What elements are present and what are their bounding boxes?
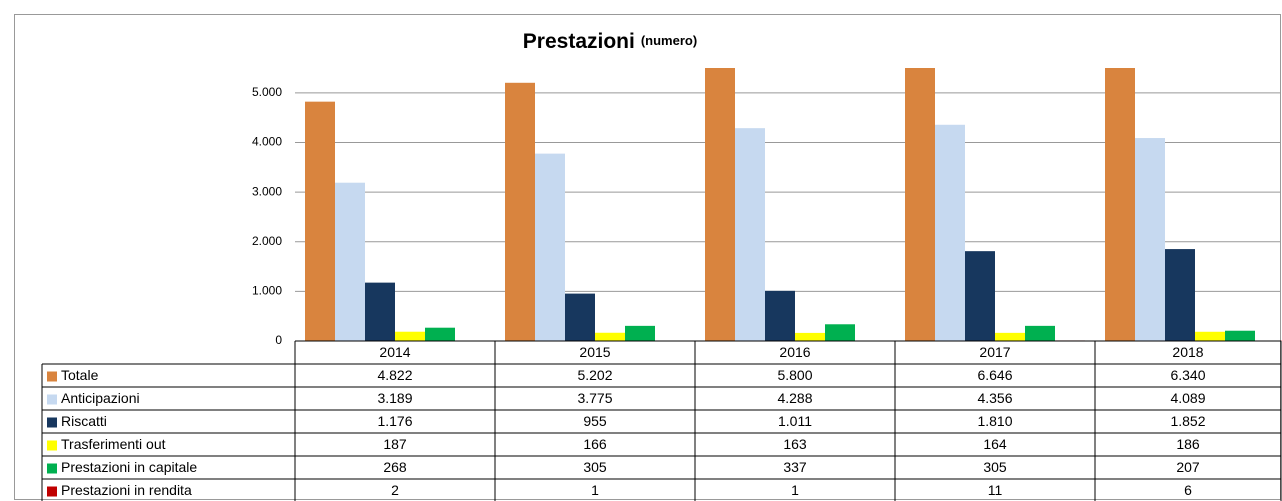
table-value: 6.646 (977, 367, 1012, 383)
table-value: 4.356 (977, 390, 1012, 406)
table-value: 337 (783, 459, 807, 475)
bar (565, 293, 595, 341)
table-value: 955 (583, 413, 607, 429)
table-value: 1 (591, 482, 599, 498)
chart-title-group: Prestazioni (numero) (523, 30, 697, 53)
legend-label: Totale (61, 367, 99, 383)
table-value: 1.852 (1170, 413, 1205, 429)
table-value: 164 (983, 436, 1007, 452)
bar (305, 101, 335, 341)
legend-swatch (47, 417, 57, 428)
table-value: 4.089 (1170, 390, 1205, 406)
bar (1225, 330, 1255, 341)
bar (935, 124, 965, 341)
bar (625, 325, 655, 341)
x-tick-label: 2018 (1172, 344, 1203, 360)
legend-label: Riscatti (61, 413, 107, 429)
chart-title: Prestazioni (523, 30, 635, 53)
chart-border (14, 14, 1281, 500)
bar (505, 82, 535, 342)
table-value: 4.822 (377, 367, 412, 383)
table-value: 166 (583, 436, 607, 452)
table-value: 4.288 (777, 390, 812, 406)
bar (1135, 138, 1165, 341)
bar (365, 282, 395, 341)
legend-swatch (47, 394, 57, 405)
bar (335, 182, 365, 341)
table-value: 1.176 (377, 413, 412, 429)
table-value: 268 (383, 459, 407, 475)
x-tick-label: 2016 (779, 344, 810, 360)
table-value: 1.011 (778, 413, 812, 429)
table-value: 305 (983, 459, 1007, 475)
x-tick-label: 2014 (379, 344, 410, 360)
bar (1195, 331, 1225, 341)
bar (965, 251, 995, 341)
table-value: 5.800 (777, 367, 812, 383)
legend-label: Trasferimenti out (61, 436, 166, 452)
bar (825, 324, 855, 341)
bar (735, 128, 765, 341)
legend-swatch (47, 463, 57, 474)
bar (395, 331, 425, 341)
table-value: 6.340 (1170, 367, 1205, 383)
table-value: 6 (1184, 482, 1192, 498)
bar (595, 332, 625, 341)
table-value: 2 (391, 482, 399, 498)
y-tick-label: 2.000 (252, 234, 282, 248)
bar (905, 68, 935, 341)
table-value: 3.189 (377, 390, 412, 406)
legend-label: Prestazioni in capitale (61, 459, 197, 475)
table-value: 163 (783, 436, 807, 452)
legend-swatch (47, 371, 57, 382)
table-value: 11 (988, 482, 1003, 498)
y-tick-label: 3.000 (252, 184, 282, 198)
table-value: 1 (791, 482, 799, 498)
legend-label: Anticipazioni (61, 390, 140, 406)
bar (765, 290, 795, 341)
x-tick-label: 2017 (979, 344, 1010, 360)
y-tick-label: 0 (275, 333, 282, 347)
y-tick-label: 1.000 (252, 284, 282, 298)
y-tick-label: 4.000 (252, 135, 282, 149)
legend-label: Prestazioni in rendita (61, 482, 192, 498)
bar (1025, 325, 1055, 341)
bar (995, 332, 1025, 341)
table-value: 186 (1176, 436, 1200, 452)
x-tick-label: 2015 (579, 344, 610, 360)
legend-swatch (47, 440, 57, 451)
table-value: 187 (383, 436, 407, 452)
chart-subtitle: (numero) (641, 33, 697, 48)
bar (1165, 249, 1195, 341)
table-value: 3.775 (577, 390, 612, 406)
table-value: 305 (583, 459, 607, 475)
table-value: 1.810 (977, 413, 1012, 429)
legend-swatch (47, 486, 57, 497)
table-value: 5.202 (577, 367, 612, 383)
bar (425, 327, 455, 341)
bar (1105, 68, 1135, 342)
bar (535, 153, 565, 341)
y-tick-label: 5.000 (252, 85, 282, 99)
table-value: 207 (1176, 459, 1200, 475)
bar (705, 68, 735, 341)
bar (795, 332, 825, 341)
